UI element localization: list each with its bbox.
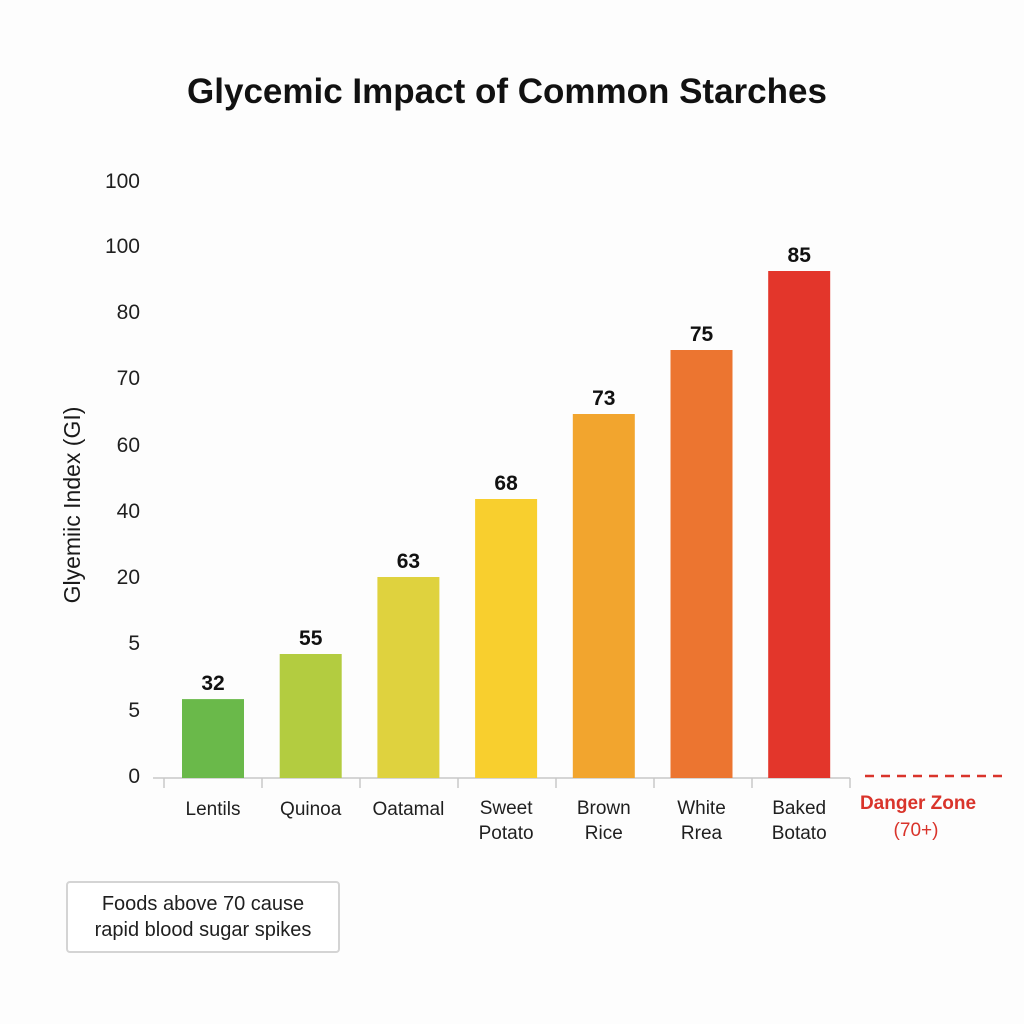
- data-labels: 32 55 63 68 73 75 85: [201, 244, 811, 695]
- data-label: 68: [494, 472, 518, 495]
- data-label: 32: [201, 672, 224, 695]
- bar: [475, 499, 538, 778]
- x-axis-ticks: [163, 778, 851, 788]
- danger-zone-label: Danger Zone: [860, 793, 976, 814]
- y-tick-label: 20: [117, 566, 140, 589]
- y-tick-label: 100: [105, 170, 140, 193]
- annotation-box: Foods above 70 cause rapid blood sugar s…: [66, 881, 340, 953]
- x-tick-label: Baked Botato: [772, 798, 827, 844]
- bar: [377, 577, 440, 778]
- bars: [182, 271, 831, 778]
- bar: [279, 654, 342, 778]
- y-axis-ticks: 0 5 5 20 40 60 70 80 100 100: [105, 170, 140, 788]
- bar: [670, 350, 733, 778]
- y-tick-label: 60: [117, 434, 140, 457]
- y-axis-label: Glyemiic Index (GI): [59, 407, 85, 604]
- data-label: 63: [397, 550, 420, 573]
- data-label: 73: [592, 387, 615, 410]
- annotation-line-2: rapid blood sugar spikes: [94, 919, 312, 941]
- chart-title: Glycemic Impact of Common Starches: [187, 72, 827, 111]
- data-label: 85: [788, 244, 812, 267]
- y-tick-label: 40: [117, 500, 140, 523]
- y-tick-label: 5: [128, 632, 140, 655]
- y-tick-label: 100: [105, 235, 140, 258]
- x-tick-label: Lentils: [186, 799, 241, 820]
- bar: [182, 699, 244, 778]
- y-tick-label: 5: [128, 699, 140, 722]
- x-tick-label: Oatamal: [372, 799, 444, 820]
- x-tick-label: White Rrea: [677, 798, 726, 844]
- y-tick-label: 70: [117, 367, 140, 390]
- bar: [768, 271, 831, 778]
- y-tick-label: 0: [128, 765, 140, 788]
- x-tick-label: Quinoa: [280, 799, 342, 820]
- annotation-line-1: Foods above 70 cause: [101, 893, 305, 915]
- danger-zone-range: (70+): [894, 820, 939, 841]
- data-label: 55: [299, 627, 323, 650]
- x-tick-label: Brown Rice: [577, 798, 631, 844]
- y-tick-label: 80: [117, 301, 140, 324]
- bar: [572, 414, 635, 778]
- x-tick-label: Sweet Potato: [479, 798, 534, 844]
- category-labels: Lentils Quinoa Oatamal Sweet Potato Brown Rice…: [186, 798, 827, 844]
- data-label: 75: [690, 323, 714, 346]
